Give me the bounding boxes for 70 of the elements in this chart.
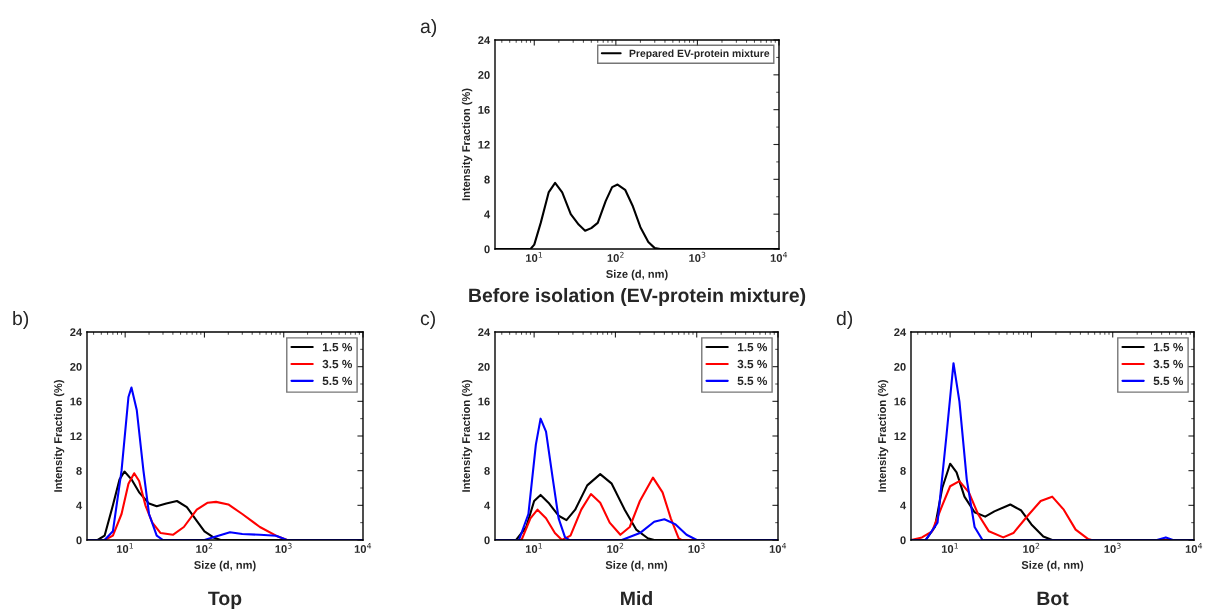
y-tick-label: 16 [478, 105, 490, 114]
text: Bot [1037, 591, 1069, 606]
y-tick-label: 20 [894, 362, 906, 371]
x-tick-label: 10$^{4}$ [354, 542, 372, 553]
y-tick-label: 20 [478, 71, 490, 79]
y-tick-label: 16 [894, 397, 906, 406]
x-tick-label: 10$^{2}$ [196, 542, 213, 553]
legend-label: 1.5 % [1153, 342, 1184, 352]
y-tick-label: 12 [894, 432, 906, 441]
y-axis-title: Intensity Fraction (%) [53, 380, 65, 492]
chart-title: d) [836, 310, 853, 330]
x-tick-label: 10$^{1}$ [941, 542, 958, 553]
y-tick-label: 8 [484, 466, 490, 475]
text: Mid [621, 590, 652, 606]
x-tick-label: 10$^{2}$ [607, 251, 624, 262]
y-tick-label: 4 [76, 501, 83, 510]
y-axis-title: Intensity Fraction (%) [461, 88, 473, 201]
chart-title: b) [13, 310, 29, 330]
y-tick-label: 8 [76, 466, 82, 475]
x-axis-title: Size (d, nm) [1021, 560, 1084, 572]
y-tick-label: 12 [478, 432, 490, 441]
x-tick-label: 10$^{4}$ [769, 542, 787, 553]
y-tick-label: 12 [478, 140, 490, 149]
legend-label: 1.5 % [322, 342, 353, 352]
y-axis-title: Intensity Fraction (%) [877, 380, 889, 492]
x-axis-title: Size (d, nm) [194, 560, 256, 572]
y-tick-label: 0 [900, 536, 906, 545]
y-tick-label: 4 [900, 501, 907, 510]
y-tick-label: 0 [76, 536, 82, 545]
legend-label: Prepared EV-protein mixture [629, 49, 770, 60]
chart-title: c) [420, 310, 435, 330]
y-tick-label: 24 [478, 36, 491, 45]
text: Top [208, 591, 242, 610]
chart-title: a) [420, 18, 437, 38]
x-axis-title: Size (d, nm) [606, 269, 668, 281]
x-tick-label: 10$^{1}$ [526, 251, 543, 262]
legend-label: 3.5 % [322, 359, 353, 369]
y-tick-label: 4 [484, 210, 491, 219]
y-tick-label: 20 [478, 362, 490, 371]
y-tick-label: 0 [484, 245, 490, 254]
y-tick-label: 4 [484, 501, 491, 510]
x-axis-title: Size (d, nm) [605, 560, 668, 572]
text: Before isolation (EV-protein mixture) [469, 287, 806, 307]
x-tick-label: 10$^{1}$ [525, 542, 542, 553]
x-tick-label: 10$^{2}$ [607, 542, 624, 553]
legend-label: 3.5 % [1153, 359, 1184, 369]
y-tick-label: 20 [70, 362, 82, 371]
y-axis-title: Intensity Fraction (%) [461, 380, 473, 492]
y-tick-label: 0 [484, 536, 490, 545]
y-tick-label: 24 [894, 328, 907, 337]
x-tick-label: 10$^{3}$ [688, 542, 705, 553]
x-tick-label: 10$^{3}$ [1104, 542, 1121, 553]
y-tick-label: 8 [900, 466, 906, 475]
legend-label: 3.5 % [737, 359, 768, 369]
y-tick-label: 24 [70, 328, 83, 337]
x-tick-label: 10$^{3}$ [275, 542, 292, 553]
y-tick-label: 24 [478, 328, 491, 337]
y-tick-label: 16 [478, 397, 490, 406]
legend-label: 5.5 % [737, 376, 768, 386]
legend-label: 1.5 % [737, 342, 768, 352]
legend-label: 5.5 % [1153, 376, 1184, 386]
y-tick-label: 16 [70, 397, 82, 406]
x-tick-label: 10$^{4}$ [1185, 542, 1203, 553]
y-tick-label: 8 [484, 175, 490, 184]
x-tick-label: 10$^{1}$ [116, 542, 133, 553]
x-tick-label: 10$^{4}$ [770, 251, 788, 262]
y-tick-label: 12 [70, 432, 82, 441]
x-tick-label: 10$^{2}$ [1023, 542, 1040, 553]
x-tick-label: 10$^{3}$ [689, 251, 706, 262]
legend-label: 5.5 % [322, 376, 353, 386]
